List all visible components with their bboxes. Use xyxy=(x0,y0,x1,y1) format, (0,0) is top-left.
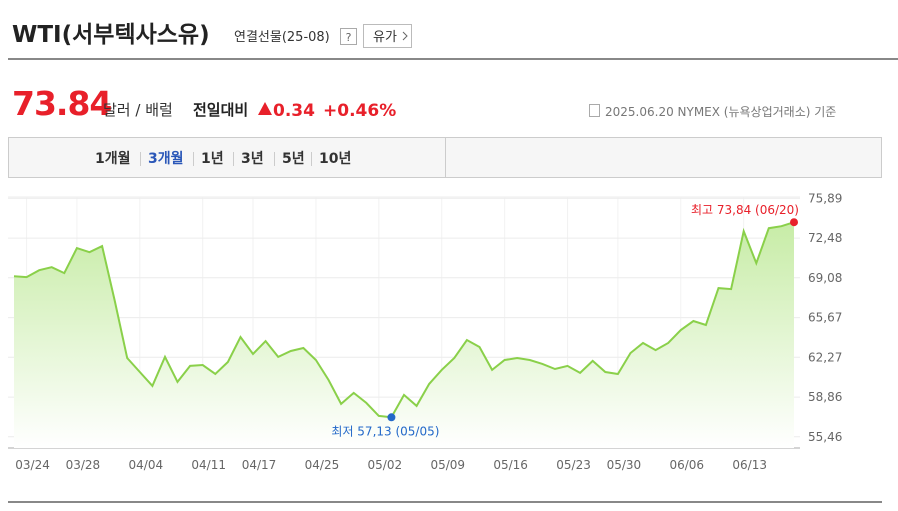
up-arrow xyxy=(258,102,272,115)
x-tick-label: 04/25 xyxy=(305,458,340,472)
max-label: 최고 73,84 (06/20) xyxy=(691,203,799,217)
category-button[interactable] xyxy=(363,24,412,48)
title: WTI(서부텍사스유) xyxy=(12,22,210,48)
x-tick-label: 05/02 xyxy=(368,458,403,472)
as-of: 2025.06.20 NYMEX (뉴욕상업거래소) 기준 xyxy=(605,105,836,119)
unit: 달러 / 배럴 xyxy=(103,101,173,119)
max-marker xyxy=(790,218,798,227)
min-marker xyxy=(387,413,396,422)
date-icon xyxy=(589,104,600,117)
line xyxy=(13,221,795,419)
y-tick-label: 75,89 xyxy=(808,191,842,205)
tab[interactable]: 3년 xyxy=(241,151,264,167)
min-label: 최저 57,13 (05/05) xyxy=(331,424,439,438)
y-tick-label: 55,46 xyxy=(808,430,842,444)
change-label: 전일대비 xyxy=(193,101,248,119)
x-tick-label: 05/16 xyxy=(493,458,528,472)
tab[interactable]: 5년 xyxy=(282,151,305,167)
x-tick-label: 05/09 xyxy=(430,458,465,472)
x-tick-label: 06/06 xyxy=(669,458,704,472)
y-tick-label: 72,48 xyxy=(808,231,842,245)
change: 0.34 xyxy=(273,101,315,121)
x-tick-label: 03/24 xyxy=(15,458,50,472)
x-tick-label: 04/17 xyxy=(242,458,277,472)
y-tick-label: 65,67 xyxy=(808,311,842,325)
y-tick-label: 62,27 xyxy=(808,350,842,364)
area-fill xyxy=(14,222,794,448)
x-tick-label: 05/23 xyxy=(556,458,591,472)
change-percent: +0.46% xyxy=(323,101,396,121)
tab[interactable]: 1년 xyxy=(201,151,224,167)
x-tick-label: 04/04 xyxy=(129,458,164,472)
help-box[interactable] xyxy=(340,28,357,45)
price: 73.84 xyxy=(12,84,111,123)
tab[interactable]: 3개월 xyxy=(148,150,184,167)
subtitle: 연결선물(25-08) xyxy=(234,30,330,45)
tab[interactable]: 1개월 xyxy=(95,150,131,167)
tab[interactable]: 10년 xyxy=(319,151,351,167)
y-tick-label: 58,86 xyxy=(808,390,842,404)
x-tick-label: 06/13 xyxy=(732,458,767,472)
x-tick-label: 05/30 xyxy=(607,458,642,472)
button-arrow xyxy=(402,31,408,41)
x-tick-label: 03/28 xyxy=(66,458,101,472)
category-label[interactable]: 유가 xyxy=(373,30,397,45)
y-tick-label: 69,08 xyxy=(808,271,842,285)
help[interactable]: ? xyxy=(346,31,352,44)
x-tick-label: 04/11 xyxy=(191,458,226,472)
